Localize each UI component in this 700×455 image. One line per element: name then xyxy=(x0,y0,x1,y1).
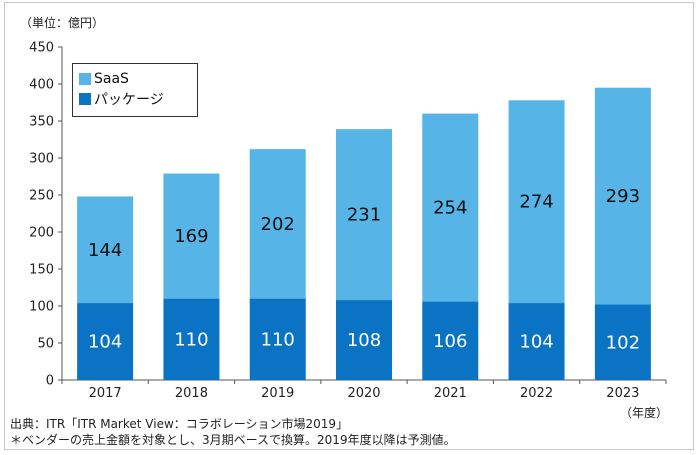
bar-package xyxy=(163,298,220,380)
y-tick-label: 200 xyxy=(29,226,54,241)
legend-label-saas: SaaS xyxy=(94,71,129,87)
unit-label: （単位：億円） xyxy=(20,16,105,30)
y-tick-label: 50 xyxy=(37,337,54,352)
legend-label-package: パッケージ xyxy=(94,92,164,108)
data-label-package: 110 xyxy=(174,329,208,350)
bar-saas xyxy=(422,113,479,302)
bar-package xyxy=(336,300,392,380)
bar-package xyxy=(508,303,565,380)
bar-package xyxy=(249,298,306,380)
x-tick-label: 2021 xyxy=(434,386,467,401)
legend: SaaS パッケージ xyxy=(72,63,198,117)
y-tick-label: 250 xyxy=(29,189,54,204)
y-tick-label: 350 xyxy=(29,115,54,130)
bar-package xyxy=(77,303,134,380)
data-label-saas: 254 xyxy=(433,198,467,219)
legend-item-saas: SaaS xyxy=(79,69,191,89)
bar-saas xyxy=(336,129,392,301)
bar-package xyxy=(422,301,479,380)
data-label-package: 110 xyxy=(261,329,295,350)
data-label-saas: 144 xyxy=(88,240,122,261)
y-tick-label: 300 xyxy=(29,152,54,167)
data-label-saas: 274 xyxy=(519,192,553,213)
source-note: 出典：ITR「ITR Market View：コラボレーション市場2019」 xyxy=(10,417,349,431)
legend-item-package: パッケージ xyxy=(79,89,191,109)
x-tick-label: 2019 xyxy=(261,386,294,401)
y-tick-label: 400 xyxy=(29,78,54,93)
data-label-saas: 231 xyxy=(347,205,381,226)
data-label-package: 102 xyxy=(606,332,640,353)
legend-swatch-package xyxy=(79,93,91,105)
footnote: ＊ベンダーの売上金額を対象とし、3月期ベースで換算。2019年度以降は予測値。 xyxy=(10,433,456,447)
data-label-saas: 202 xyxy=(261,214,295,235)
data-label-package: 108 xyxy=(347,330,381,351)
bar-saas xyxy=(163,173,220,299)
y-tick-label: 0 xyxy=(46,374,54,389)
bar-saas xyxy=(249,149,306,299)
y-tick-label: 150 xyxy=(29,263,54,278)
data-label-package: 104 xyxy=(519,332,553,353)
bar-saas xyxy=(77,196,134,304)
x-tick-label: 2017 xyxy=(89,386,122,401)
data-label-package: 104 xyxy=(88,332,122,353)
bar-saas xyxy=(594,87,651,305)
data-label-saas: 293 xyxy=(606,186,640,207)
y-tick-label: 100 xyxy=(29,300,54,315)
x-tick-label: 2020 xyxy=(347,386,380,401)
data-label-package: 106 xyxy=(433,331,467,352)
bar-saas xyxy=(508,100,565,304)
y-tick-label: 450 xyxy=(29,41,54,56)
x-tick-label: 2023 xyxy=(606,386,639,401)
legend-swatch-saas xyxy=(79,73,91,85)
bar-package xyxy=(594,304,651,380)
data-label-saas: 169 xyxy=(174,226,208,247)
x-tick-label: 2022 xyxy=(520,386,553,401)
x-axis-unit: （年度） xyxy=(620,406,669,420)
x-tick-label: 2018 xyxy=(175,386,208,401)
